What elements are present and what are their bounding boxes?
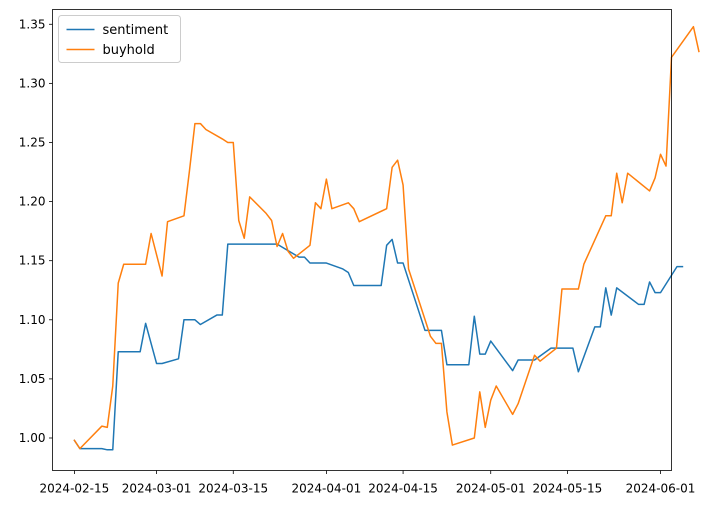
- axes-layer: 1.00 1.05 1.10 1.15 1.20 1.25 1.30 1.35 2024-02-…: [19, 9, 696, 496]
- x-tick-label: 2024-02-15: [40, 482, 110, 496]
- y-tick-label: 1.10: [19, 313, 46, 327]
- legend: sentiment buyhold: [58, 15, 181, 63]
- axes-frame: [52, 9, 672, 471]
- y-tick-label: 1.05: [19, 372, 46, 386]
- x-tick-label: 2024-04-01: [292, 482, 362, 496]
- y-tick-label: 1.00: [19, 431, 46, 445]
- series-layer: [73, 25, 700, 451]
- x-tick-label: 2024-05-15: [533, 482, 603, 496]
- x-tick-label: 2024-04-15: [368, 482, 438, 496]
- x-tick-label: 2024-03-01: [122, 482, 192, 496]
- y-tick-label: 1.20: [19, 195, 46, 209]
- y-tick-label: 1.35: [19, 17, 46, 31]
- y-tick-label: 1.25: [19, 135, 46, 149]
- y-tick-label: 1.15: [19, 254, 46, 268]
- series-line-sentiment: [73, 238, 684, 451]
- legend-box: [58, 15, 181, 63]
- x-tick-label: 2024-06-01: [626, 482, 696, 496]
- plot-area: [52, 9, 672, 471]
- legend-label-sentiment: sentiment: [103, 23, 169, 38]
- x-tick-label: 2024-03-15: [198, 482, 268, 496]
- x-tick-label: 2024-05-01: [456, 482, 526, 496]
- series-line-buyhold: [73, 25, 700, 450]
- legend-label-buyhold: buyhold: [103, 43, 155, 58]
- y-tick-label: 1.30: [19, 76, 46, 90]
